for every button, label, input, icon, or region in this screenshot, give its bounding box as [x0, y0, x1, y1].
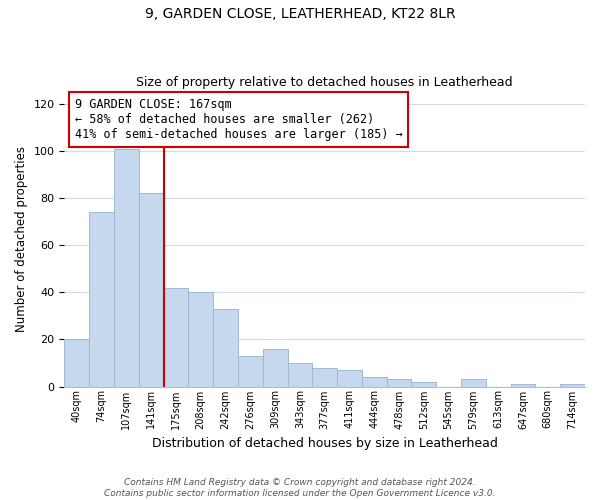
Bar	[263, 349, 287, 387]
Text: Contains HM Land Registry data © Crown copyright and database right 2024.
Contai: Contains HM Land Registry data © Crown c…	[104, 478, 496, 498]
Text: 9 GARDEN CLOSE: 167sqm
← 58% of detached houses are smaller (262)
41% of semi-de: 9 GARDEN CLOSE: 167sqm ← 58% of detached…	[75, 98, 403, 141]
Text: 9, GARDEN CLOSE, LEATHERHEAD, KT22 8LR: 9, GARDEN CLOSE, LEATHERHEAD, KT22 8LR	[145, 8, 455, 22]
Bar	[461, 380, 486, 386]
Bar	[164, 288, 188, 386]
X-axis label: Distribution of detached houses by size in Leatherhead: Distribution of detached houses by size …	[152, 437, 497, 450]
Bar	[511, 384, 535, 386]
Title: Size of property relative to detached houses in Leatherhead: Size of property relative to detached ho…	[136, 76, 513, 90]
Y-axis label: Number of detached properties: Number of detached properties	[15, 146, 28, 332]
Bar	[213, 309, 238, 386]
Bar	[337, 370, 362, 386]
Bar	[64, 340, 89, 386]
Bar	[238, 356, 263, 386]
Bar	[560, 384, 585, 386]
Bar	[412, 382, 436, 386]
Bar	[313, 368, 337, 386]
Bar	[139, 194, 164, 386]
Bar	[362, 377, 386, 386]
Bar	[287, 363, 313, 386]
Bar	[386, 380, 412, 386]
Bar	[89, 212, 114, 386]
Bar	[114, 148, 139, 386]
Bar	[188, 292, 213, 386]
